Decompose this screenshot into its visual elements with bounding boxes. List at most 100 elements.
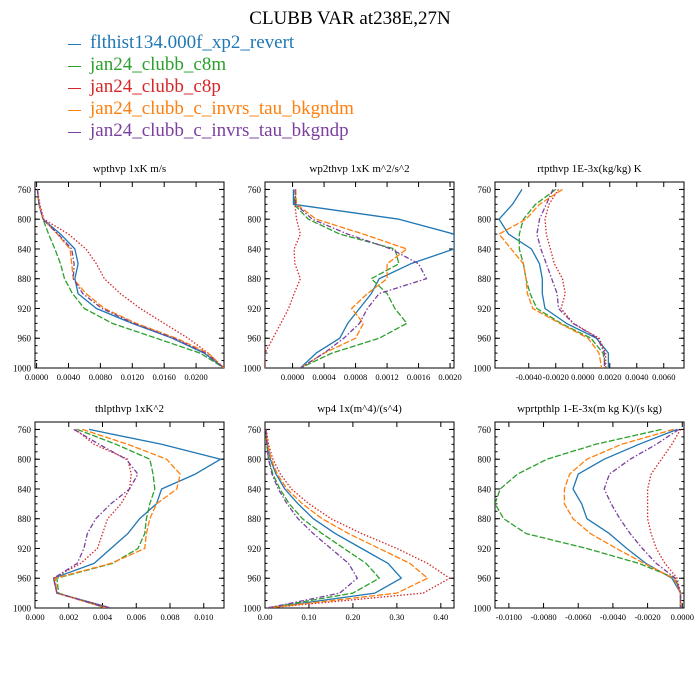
x-tick-label: 0.0000 xyxy=(281,372,304,382)
x-tick-label: 0.00 xyxy=(258,612,273,622)
x-tick-label: 0.30 xyxy=(389,612,404,622)
y-tick-label: 920 xyxy=(248,304,262,314)
y-tick-label: 1000 xyxy=(13,364,32,374)
x-tick-label: -0.0040 xyxy=(600,612,626,622)
legend-item: jan24_clubb_c_invrs_tau_bkgndp xyxy=(68,120,354,142)
legend-swatch xyxy=(68,65,81,67)
panel-title: thlpthvp 1xK^2 xyxy=(95,403,164,415)
x-tick-label: -0.0020 xyxy=(634,612,660,622)
legend-label: jan24_clubb_c8m xyxy=(90,54,227,75)
y-tick-label: 880 xyxy=(248,514,262,524)
legend-swatch xyxy=(68,87,81,89)
series-line xyxy=(52,428,139,608)
x-tick-label: 0.0012 xyxy=(375,372,398,382)
series-line xyxy=(265,429,402,608)
legend-item: jan24_clubb_c8p xyxy=(68,76,354,98)
series-line xyxy=(36,189,224,368)
x-tick-label: 0.0060 xyxy=(652,372,675,382)
y-tick-label: 920 xyxy=(478,304,492,314)
y-tick-label: 760 xyxy=(18,185,32,195)
x-tick-label: 0.0160 xyxy=(153,372,176,382)
series-line xyxy=(36,189,224,368)
x-tick-label: -0.0020 xyxy=(543,372,569,382)
y-tick-label: 1000 xyxy=(243,604,262,614)
series-line xyxy=(294,189,428,368)
y-tick-label: 880 xyxy=(478,274,492,284)
x-tick-label: 0.0020 xyxy=(438,372,461,382)
series-line xyxy=(52,428,222,608)
y-tick-label: 840 xyxy=(18,244,32,254)
panel-title: wprtpthlp 1-E-3x(m kg K)/(s kg) xyxy=(517,403,662,415)
x-tick-label: 0.0020 xyxy=(598,372,621,382)
y-tick-label: 960 xyxy=(18,574,32,584)
plot-frame xyxy=(264,181,455,369)
x-tick-label: 0.0040 xyxy=(625,372,648,382)
x-tick-label: 0.008 xyxy=(160,612,179,622)
y-tick-label: 920 xyxy=(18,304,32,314)
y-tick-label: 1000 xyxy=(13,604,32,614)
series-line xyxy=(265,429,358,608)
series-line xyxy=(646,429,682,608)
y-tick-label: 920 xyxy=(18,544,32,554)
y-tick-label: 1000 xyxy=(473,604,492,614)
x-tick-label: 0.0080 xyxy=(89,372,112,382)
series-line xyxy=(572,428,682,608)
y-tick-label: 880 xyxy=(248,274,262,284)
series-line xyxy=(265,189,302,368)
x-tick-label: -0.0100 xyxy=(496,612,522,622)
series-line xyxy=(36,189,224,368)
x-tick-label: 0.0000 xyxy=(25,372,48,382)
legend: flthist134.000f_xp2_revert jan24_clubb_c… xyxy=(68,32,354,142)
series-line xyxy=(265,429,451,608)
x-tick-label: 0.40 xyxy=(433,612,448,622)
y-tick-label: 960 xyxy=(478,334,492,344)
legend-swatch xyxy=(68,131,81,133)
series-line xyxy=(52,428,132,608)
legend-item: jan24_clubb_c_invrs_tau_bkgndm xyxy=(68,98,354,120)
y-tick-label: 800 xyxy=(18,455,32,465)
panel-title: rtpthvp 1E-3x(kg/kg) K xyxy=(537,163,642,175)
plot-frame xyxy=(494,181,685,369)
x-tick-label: 0.0000 xyxy=(671,612,694,622)
legend-swatch xyxy=(68,43,81,45)
series-line xyxy=(498,188,603,368)
y-tick-label: 800 xyxy=(248,215,262,225)
y-tick-label: 920 xyxy=(478,544,492,554)
y-tick-label: 920 xyxy=(248,544,262,554)
panel-title: wp4 1x(m^4)/(s^4) xyxy=(317,403,402,415)
y-tick-label: 760 xyxy=(18,425,32,435)
series-line xyxy=(498,189,610,368)
y-tick-label: 760 xyxy=(478,185,492,195)
series-line xyxy=(563,428,682,608)
y-tick-label: 800 xyxy=(478,215,492,225)
plot-frame xyxy=(494,421,685,609)
legend-swatch xyxy=(68,109,81,111)
x-tick-label: 0.0120 xyxy=(121,372,144,382)
series-line xyxy=(292,189,454,368)
series-line xyxy=(536,189,606,368)
x-tick-label: 0.0040 xyxy=(57,372,80,382)
x-tick-label: 0.0016 xyxy=(407,372,430,382)
figure-title: CLUBB VAR at238E,27N xyxy=(249,8,451,29)
panel-title: wpthvp 1xK m/s xyxy=(93,163,166,175)
legend-label: jan24_clubb_c8p xyxy=(90,76,221,97)
legend-label: jan24_clubb_c_invrs_tau_bkgndm xyxy=(90,98,354,119)
x-tick-label: 0.010 xyxy=(194,612,213,622)
legend-label: flthist134.000f_xp2_revert xyxy=(90,32,295,53)
series-line xyxy=(265,429,429,608)
x-tick-label: 0.002 xyxy=(59,612,78,622)
series-line xyxy=(36,189,224,368)
series-line xyxy=(293,189,408,368)
y-tick-label: 800 xyxy=(18,215,32,225)
y-tick-label: 880 xyxy=(18,514,32,524)
y-tick-label: 1000 xyxy=(243,364,262,374)
y-tick-label: 800 xyxy=(478,455,492,465)
plot-frame xyxy=(34,421,225,609)
y-tick-label: 1000 xyxy=(473,364,492,374)
legend-item: flthist134.000f_xp2_revert xyxy=(68,32,354,54)
y-tick-label: 840 xyxy=(248,244,262,254)
x-tick-label: 0.000 xyxy=(25,612,44,622)
y-tick-label: 960 xyxy=(478,574,492,584)
series-line xyxy=(36,189,224,368)
